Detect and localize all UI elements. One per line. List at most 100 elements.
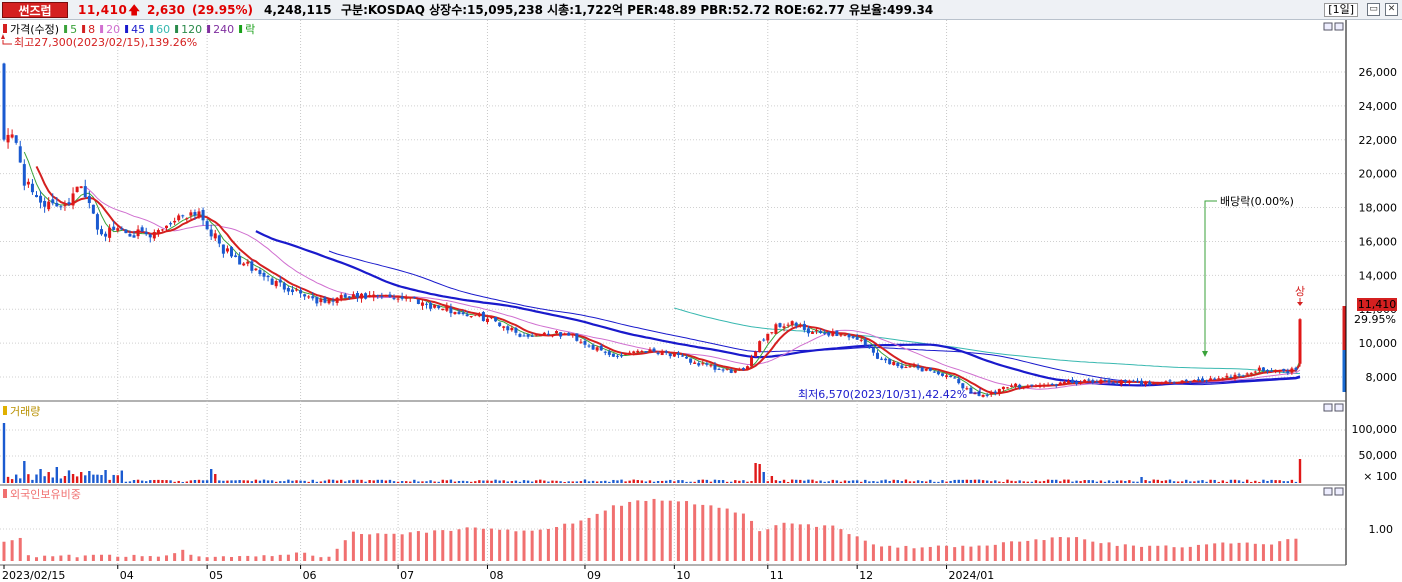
legend-label: 가격(수정): [10, 23, 59, 36]
volume-bar: [1107, 480, 1111, 483]
foreign-bar: [35, 557, 39, 561]
candle-body: [1135, 380, 1139, 382]
volume-bar: [1111, 481, 1115, 483]
foreign-bar: [912, 548, 916, 561]
candle-body: [668, 353, 672, 357]
volume-bar: [644, 481, 648, 483]
volume-bar: [522, 480, 526, 483]
volume-bar: [705, 479, 709, 483]
candle-body: [1091, 380, 1095, 383]
volume-bar: [453, 481, 457, 483]
candle-body: [132, 235, 136, 238]
volume-bar: [1282, 481, 1285, 483]
maximize-icon[interactable]: ▭: [1367, 3, 1380, 16]
volume-bar: [855, 480, 859, 483]
volume-bar: [547, 481, 550, 483]
volume-bar: [348, 480, 351, 483]
foreign-bar: [936, 545, 940, 561]
candle-body: [932, 371, 936, 373]
candle-body: [563, 334, 567, 336]
candle-body: [831, 331, 835, 336]
foreign-bar: [839, 529, 843, 561]
candle-body: [871, 347, 875, 353]
volume-bar: [19, 478, 22, 483]
volume-bar: [839, 481, 843, 483]
candle-body: [250, 261, 254, 271]
volume-bar: [969, 479, 973, 483]
date-tick-label: 10: [676, 569, 690, 582]
foreign-bar: [790, 523, 794, 561]
close-icon[interactable]: ✕: [1385, 3, 1398, 16]
candle-body: [546, 333, 550, 335]
price-panel-buttons[interactable]: [1323, 22, 1344, 31]
foreign-bar: [766, 529, 770, 561]
candle-body: [888, 358, 892, 365]
volume-bar: [803, 480, 806, 483]
foreign-bar: [750, 520, 754, 561]
dividend-annotation: 배당락(0.00%): [1202, 195, 1294, 357]
foreign-bar: [644, 500, 648, 561]
volume-bar: [872, 481, 875, 483]
foreign-bar: [1294, 538, 1298, 561]
legend-swatch: [125, 25, 129, 33]
date-tick-label: 07: [400, 569, 414, 582]
candle-body: [676, 352, 680, 355]
volume-panel-buttons[interactable]: [1323, 403, 1344, 412]
foreign-bar: [75, 557, 79, 561]
candle-body: [819, 331, 823, 333]
foreign-bar: [238, 556, 242, 561]
volume-bar: [786, 481, 790, 483]
candle-body: [453, 312, 457, 315]
period-selector[interactable]: [1일]: [1324, 3, 1358, 17]
volume-bar: [388, 479, 392, 483]
foreign-bar: [961, 545, 965, 561]
candle-body: [160, 229, 164, 231]
volume-bar: [860, 481, 863, 483]
volume-bar: [535, 480, 538, 483]
volume-bar: [526, 480, 530, 483]
volume-bar: [632, 479, 635, 483]
candle-body: [1042, 384, 1046, 386]
candle-body: [632, 351, 636, 354]
volume-bar: [35, 474, 38, 483]
foreign-bar: [132, 554, 136, 561]
volume-bar: [758, 464, 761, 483]
candle-body: [713, 364, 717, 370]
candle-body: [14, 135, 18, 143]
candle-body: [1172, 382, 1176, 384]
candle-body: [697, 363, 701, 366]
candle-body: [1168, 380, 1172, 382]
volume-bar: [153, 479, 156, 483]
volume-bar: [421, 481, 424, 483]
candle-body: [1054, 384, 1058, 386]
volume-bar: [1144, 480, 1147, 483]
volume-bar: [1091, 480, 1095, 483]
foreign-bar: [1042, 540, 1046, 561]
candle-body: [71, 193, 75, 206]
volume-bar: [1294, 481, 1298, 483]
foreign-bar: [384, 533, 388, 561]
volume-bar: [67, 470, 71, 483]
volume-bar: [457, 480, 461, 483]
candle-body: [1274, 370, 1278, 372]
candle-body: [758, 341, 762, 352]
candle-body: [270, 278, 274, 285]
volume-bar: [1189, 481, 1192, 483]
candle-body: [1014, 383, 1018, 387]
stock-chart[interactable]: 최고27,300(2023/02/15),139.26% 최저6,570(202…: [0, 20, 1402, 582]
candle-body: [782, 326, 786, 328]
candle-body: [538, 335, 542, 337]
candle-body: [640, 351, 644, 353]
volume-bar: [579, 481, 583, 483]
foreign-panel-buttons[interactable]: [1323, 487, 1344, 496]
candle-body: [506, 326, 510, 331]
volume-bar: [998, 481, 1001, 483]
rate-tag-text: 29.95%: [1354, 313, 1396, 326]
volume-bar: [778, 481, 782, 483]
legend-label: 120: [181, 23, 202, 36]
candle-body: [770, 332, 774, 334]
stock-name-label[interactable]: 썬즈럽: [2, 2, 68, 18]
foreign-bar: [668, 500, 672, 561]
volume-bar: [1002, 481, 1005, 483]
volume-bar: [299, 480, 302, 483]
